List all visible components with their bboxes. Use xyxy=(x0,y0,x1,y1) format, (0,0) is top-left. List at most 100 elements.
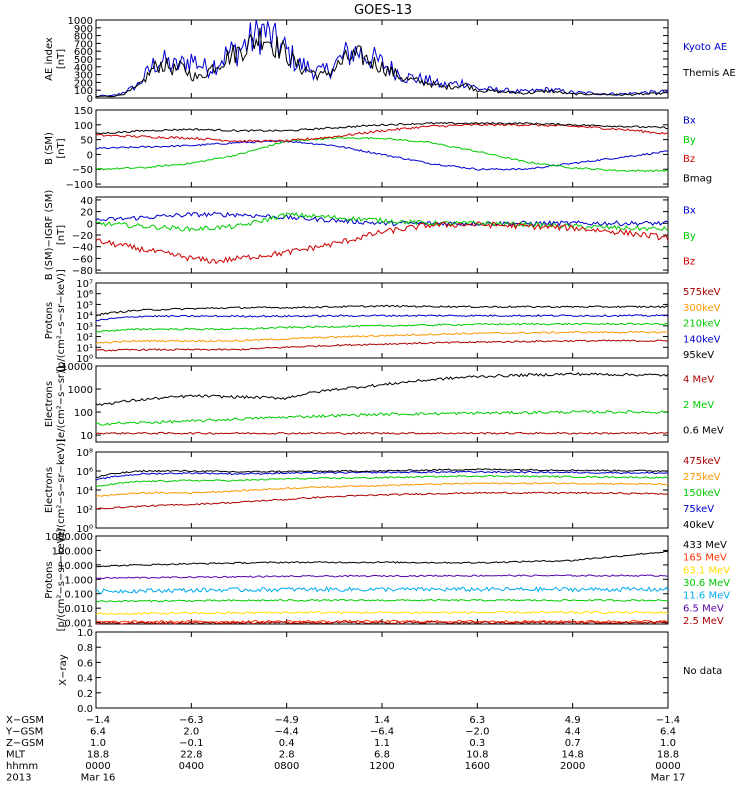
series-line-bmag xyxy=(95,121,669,135)
x-axis-row-value: 1.4 xyxy=(374,715,390,726)
series-line-by xyxy=(95,136,669,173)
legend-entry: Bx xyxy=(683,116,696,127)
series-line-themis-ae xyxy=(95,27,669,98)
y-tick-label: −50 xyxy=(72,165,93,176)
y-tick-label: 300 xyxy=(74,71,93,82)
series-line-150kev xyxy=(95,474,669,487)
y-tick-label: 10⁸ xyxy=(76,448,93,459)
x-axis-row-value: 0400 xyxy=(179,761,204,772)
y-tick-label: 10⁴ xyxy=(76,311,93,322)
y-tick-label: 10⁴ xyxy=(76,486,93,497)
y-tick-label: 100 xyxy=(74,121,93,132)
y-tick-label: −40 xyxy=(72,243,93,254)
y-axis-label: [p/(cm²−s−sr−keV)] xyxy=(56,529,67,632)
y-tick-label: 0 xyxy=(87,219,93,230)
y-tick-label: 0.001 xyxy=(64,619,93,630)
series-line-0-6-mev xyxy=(95,372,669,407)
y-tick-label: −80 xyxy=(72,266,93,277)
y-tick-label: 500 xyxy=(74,55,93,66)
series-line-300kev xyxy=(95,330,669,345)
x-axis-row-value: 0.7 xyxy=(565,738,581,749)
legend-entry: 95keV xyxy=(683,350,714,361)
legend-entry: Bmag xyxy=(683,173,712,184)
legend-entry: Bz xyxy=(683,256,695,267)
series-line-2-5-mev xyxy=(95,620,669,625)
series-line-4-mev xyxy=(95,431,669,435)
x-axis-row-value: 10.8 xyxy=(466,750,488,761)
x-axis-row-value: 2000 xyxy=(560,761,585,772)
legend-entry: 2 MeV xyxy=(683,400,714,411)
x-axis-row-value: Mar 17 xyxy=(651,773,686,784)
legend-entry: 2.5 MeV xyxy=(683,616,724,627)
y-tick-label: 800 xyxy=(74,32,93,43)
x-axis-row-value: 1.0 xyxy=(660,738,676,749)
x-axis-row-label: hhmm xyxy=(6,761,38,772)
y-tick-label: 1000 xyxy=(68,385,93,396)
y-tick-label: 200 xyxy=(74,78,93,89)
y-axis-label: B (SM) xyxy=(44,132,55,165)
y-tick-label: 10⁰ xyxy=(76,524,93,535)
series-line-bz xyxy=(95,221,669,265)
legend-entry: 165 MeV xyxy=(683,553,727,564)
y-tick-label: 700 xyxy=(74,39,93,50)
y-axis-label: Electrons xyxy=(44,381,55,427)
legend-entry: 575keV xyxy=(683,287,721,298)
y-tick-label: 900 xyxy=(74,24,93,35)
y-axis-label: [nT] xyxy=(56,49,67,69)
y-tick-label: 1000.000 xyxy=(45,532,93,543)
series-line-95kev xyxy=(95,304,669,317)
y-axis-label: Electrons xyxy=(44,467,55,513)
x-axis-row-label: 2013 xyxy=(6,773,31,784)
series-line-433-mev xyxy=(95,550,669,568)
y-tick-label: −60 xyxy=(72,254,93,265)
x-axis-row-value: −0.1 xyxy=(179,738,203,749)
series-line-275kev xyxy=(95,482,669,497)
y-tick-label: −20 xyxy=(72,231,93,242)
legend-entry: Bx xyxy=(683,206,696,217)
legend-entry: 40keV xyxy=(683,520,714,531)
series-line-75kev xyxy=(95,470,669,481)
y-tick-label: 0.4 xyxy=(77,674,93,685)
y-tick-label: 0 xyxy=(87,150,93,161)
y-tick-label: 1.0 xyxy=(77,628,93,639)
legend-entry: 4 MeV xyxy=(683,375,714,386)
legend-entry: 433 MeV xyxy=(683,540,727,551)
y-tick-label: 1.000 xyxy=(64,575,93,586)
y-tick-label: 0.0 xyxy=(77,704,93,715)
x-axis-row-value: 0.3 xyxy=(469,738,485,749)
y-tick-label: 0 xyxy=(87,94,93,105)
x-axis-row-value: −6.3 xyxy=(179,715,203,726)
y-axis-label: [e/(cm²−s−sr)] xyxy=(56,366,67,442)
legend-entry: 0.6 MeV xyxy=(683,425,724,436)
y-tick-label: 10⁵ xyxy=(76,300,93,311)
y-tick-label: 40 xyxy=(80,196,93,207)
y-axis-label: Protons xyxy=(44,561,55,598)
x-axis-row-value: 1200 xyxy=(369,761,394,772)
panel-electrons_kev: 10⁰ 10² 10⁴ 10⁶ 10⁸ Electrons [e/(cm²−s−sr−keV… xyxy=(44,439,721,542)
panel-frame xyxy=(95,535,669,625)
series-line-11-6-mev xyxy=(95,586,669,594)
series-line-30-6-mev xyxy=(95,598,669,603)
y-tick-label: 400 xyxy=(74,63,93,74)
y-tick-label: 0.010 xyxy=(64,604,93,615)
x-axis-row-value: −4.9 xyxy=(275,715,299,726)
panel-frame xyxy=(95,365,669,443)
panel-frame xyxy=(95,282,669,359)
y-tick-label: 0.8 xyxy=(77,643,93,654)
y-tick-label: 600 xyxy=(74,47,93,58)
series-line-575kev xyxy=(95,339,669,352)
legend-entry: 75keV xyxy=(683,504,714,515)
legend-entry: 300keV xyxy=(683,303,721,314)
x-axis-row-value: 6.8 xyxy=(374,750,390,761)
y-tick-label: −100 xyxy=(66,180,93,191)
x-axis-row-value: 0.4 xyxy=(279,738,295,749)
x-axis-row-value: −1.4 xyxy=(86,715,110,726)
x-axis-row-value: 1.1 xyxy=(374,738,390,749)
x-axis-row-label: Z−GSM xyxy=(6,738,44,749)
x-axis-row-label: Y−GSM xyxy=(5,727,43,738)
